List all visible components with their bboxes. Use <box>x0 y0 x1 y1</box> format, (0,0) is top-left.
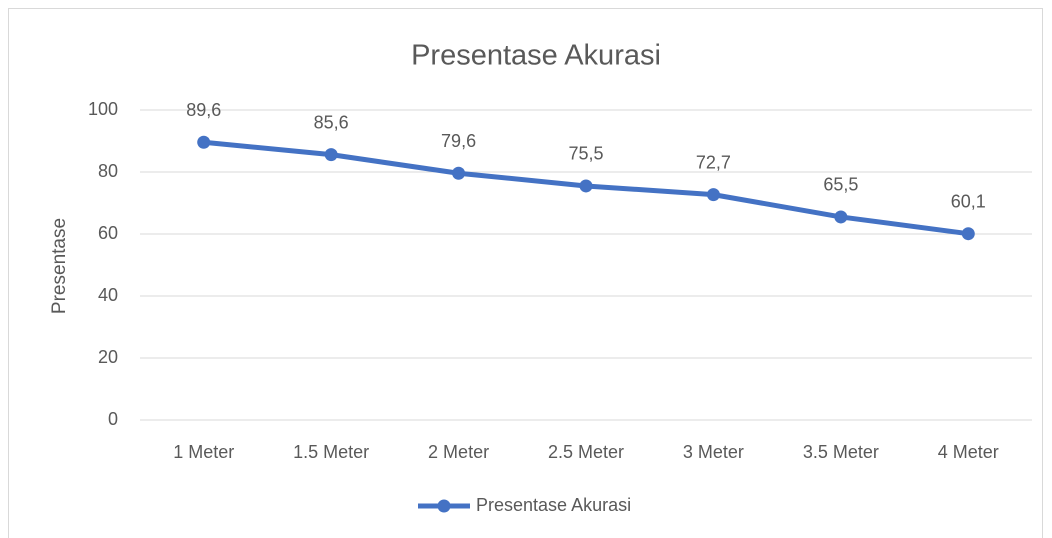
data-label: 85,6 <box>314 112 349 132</box>
data-point <box>197 135 211 149</box>
x-tick-label: 2 Meter <box>428 442 489 462</box>
legend-label: Presentase Akurasi <box>476 495 631 515</box>
data-label: 72,7 <box>696 152 731 172</box>
data-label: 75,5 <box>568 144 603 164</box>
data-label: 60,1 <box>951 191 986 211</box>
data-point <box>452 166 466 180</box>
data-label: 79,6 <box>441 131 476 151</box>
data-label: 65,5 <box>823 175 858 195</box>
data-point <box>834 210 848 224</box>
x-tick-label: 1 Meter <box>173 442 234 462</box>
x-tick-label: 3 Meter <box>683 442 744 462</box>
x-tick-label: 1.5 Meter <box>293 442 369 462</box>
chart-border <box>8 8 1043 538</box>
data-label: 89,6 <box>186 100 221 120</box>
data-point <box>961 227 975 241</box>
legend-marker <box>437 499 451 513</box>
data-point <box>579 179 593 193</box>
y-tick-label: 80 <box>98 161 118 181</box>
x-tick-label: 2.5 Meter <box>548 442 624 462</box>
y-tick-label: 40 <box>98 285 118 305</box>
y-tick-label: 0 <box>108 409 118 429</box>
y-tick-label: 100 <box>88 99 118 119</box>
x-tick-label: 3.5 Meter <box>803 442 879 462</box>
data-point <box>706 188 720 202</box>
y-tick-label: 20 <box>98 347 118 367</box>
y-tick-label: 60 <box>98 223 118 243</box>
y-axis-label: Presentase <box>49 218 70 314</box>
data-point <box>324 148 338 162</box>
x-tick-label: 4 Meter <box>938 442 999 462</box>
chart-title: Presentase Akurasi <box>411 40 661 72</box>
